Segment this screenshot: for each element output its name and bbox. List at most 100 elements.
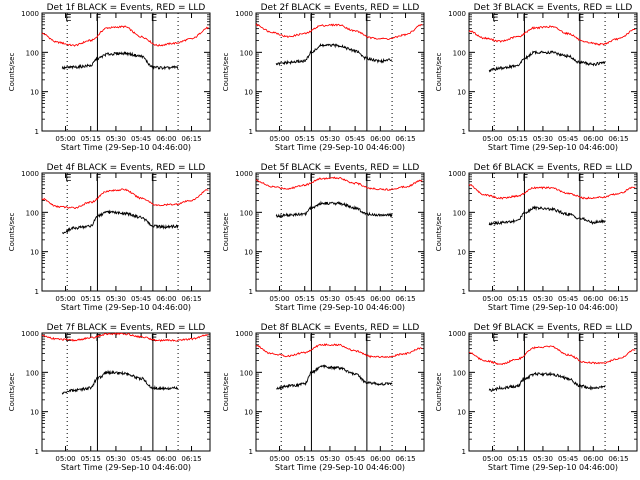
- plot-frame: [468, 332, 638, 452]
- chart-title: Det 9f BLACK = Events, RED = LLD: [474, 323, 633, 333]
- x-tick-label: 06:15: [181, 455, 201, 463]
- event-marker-label: E: [578, 13, 584, 24]
- y-axis-label: Counts/sec: [435, 373, 443, 412]
- x-tick-label: 05:00: [269, 295, 289, 303]
- x-tick-label: 05:00: [482, 295, 502, 303]
- x-tick-label: 05:30: [106, 295, 126, 303]
- y-tick-label: 10: [457, 409, 466, 417]
- plot-frame: [468, 172, 638, 292]
- y-tick-label: 1: [249, 448, 253, 456]
- x-tick-label: 05:15: [81, 455, 101, 463]
- plot-frame: [255, 332, 425, 452]
- y-tick-label: 1000: [21, 10, 39, 18]
- x-tick-label: 05:45: [345, 295, 365, 303]
- chart-title: Det 1f BLACK = Events, RED = LLD: [47, 3, 206, 13]
- x-tick-label: 05:45: [345, 135, 365, 143]
- chart-panel-1: Det 1f BLACK = Events, RED = LLD 1 10 100 10…: [8, 3, 211, 152]
- x-tick-label: 06:00: [370, 295, 390, 303]
- y-tick-label: 1: [249, 128, 253, 136]
- x-tick-label: 05:45: [131, 295, 151, 303]
- x-tick-label: 05:15: [508, 455, 528, 463]
- x-tick-label: 06:00: [156, 455, 176, 463]
- x-tick-label: 05:15: [508, 135, 528, 143]
- x-tick-label: 05:15: [295, 135, 315, 143]
- chart-title: Det 3f BLACK = Events, RED = LLD: [474, 3, 633, 13]
- chart-panel-4: Det 4f BLACK = Events, RED = LLD 1 10 100 10…: [8, 163, 211, 312]
- y-tick-label: 100: [240, 369, 253, 377]
- event-marker-label: F: [309, 333, 315, 344]
- y-tick-label: 10: [244, 249, 253, 257]
- series-line-events: [275, 364, 393, 391]
- event-marker-label: F: [95, 173, 101, 184]
- x-tick-label: 05:45: [345, 455, 365, 463]
- y-tick-label: 1: [462, 288, 466, 296]
- chart-title: Det 6f BLACK = Events, RED = LLD: [474, 163, 633, 173]
- x-axis-label: Start Time (29-Sep-10 04:46:00): [275, 143, 405, 152]
- event-marker-label: F: [95, 333, 101, 344]
- series-line-events: [488, 371, 606, 392]
- y-tick-label: 1000: [448, 330, 466, 338]
- y-tick-label: 1: [462, 128, 466, 136]
- x-tick-label: 05:00: [55, 455, 75, 463]
- x-tick-label: 05:45: [558, 295, 578, 303]
- plot-frame: [255, 12, 425, 132]
- series-line-lld: [468, 184, 636, 200]
- x-tick-label: 06:00: [156, 135, 176, 143]
- x-tick-label: 06:15: [181, 135, 201, 143]
- y-tick-label: 1: [35, 288, 39, 296]
- event-marker-label: E: [151, 13, 157, 24]
- y-axis-label: Counts/sec: [8, 373, 16, 412]
- y-axis-label: Counts/sec: [8, 53, 16, 92]
- x-tick-label: 05:30: [533, 295, 553, 303]
- chart-title: Det 4f BLACK = Events, RED = LLD: [47, 163, 206, 173]
- event-marker-label: E: [65, 333, 71, 344]
- x-tick-label: 06:00: [156, 295, 176, 303]
- x-tick-label: 06:15: [181, 295, 201, 303]
- event-marker-label: E: [65, 173, 71, 184]
- x-tick-label: 05:30: [106, 455, 126, 463]
- x-tick-label: 05:00: [269, 135, 289, 143]
- y-tick-label: 10: [244, 89, 253, 97]
- x-tick-label: 06:15: [395, 455, 415, 463]
- series-line-lld: [468, 25, 636, 46]
- event-marker-label: E: [578, 173, 584, 184]
- series-line-lld: [41, 188, 209, 210]
- series-line-events: [61, 51, 179, 71]
- series-line-lld: [468, 345, 636, 366]
- chart-panel-8: Det 8f BLACK = Events, RED = LLD 1 10 100 10…: [222, 323, 425, 472]
- x-tick-label: 05:00: [482, 135, 502, 143]
- y-tick-label: 1000: [448, 10, 466, 18]
- y-tick-label: 10: [30, 89, 39, 97]
- y-tick-label: 10: [30, 409, 39, 417]
- x-axis-label: Start Time (29-Sep-10 04:46:00): [488, 143, 618, 152]
- x-tick-label: 05:30: [533, 455, 553, 463]
- x-axis-label: Start Time (29-Sep-10 04:46:00): [275, 303, 405, 312]
- series-line-lld: [255, 23, 423, 41]
- y-tick-label: 10: [457, 249, 466, 257]
- x-tick-label: 05:00: [55, 135, 75, 143]
- event-marker-label: E: [65, 13, 71, 24]
- x-tick-label: 05:30: [320, 455, 340, 463]
- plot-frame: [468, 12, 638, 132]
- y-tick-label: 1: [35, 448, 39, 456]
- x-tick-label: 05:30: [106, 135, 126, 143]
- y-tick-label: 1000: [21, 330, 39, 338]
- x-tick-label: 06:00: [583, 135, 603, 143]
- y-tick-label: 1000: [21, 170, 39, 178]
- event-marker-label: E: [578, 333, 584, 344]
- series-line-events: [275, 42, 393, 67]
- x-tick-label: 05:15: [81, 295, 101, 303]
- series-line-events: [275, 200, 393, 219]
- event-marker-label: E: [492, 333, 498, 344]
- chart-panel-5: Det 5f BLACK = Events, RED = LLD 1 10 100 10…: [222, 163, 425, 312]
- x-tick-label: 05:30: [320, 135, 340, 143]
- plot-frame: [41, 332, 211, 452]
- event-marker-label: F: [522, 333, 528, 344]
- y-tick-label: 100: [240, 209, 253, 217]
- x-axis-label: Start Time (29-Sep-10 04:46:00): [488, 303, 618, 312]
- y-tick-label: 100: [453, 209, 466, 217]
- x-tick-label: 06:15: [608, 295, 628, 303]
- x-tick-label: 06:00: [583, 455, 603, 463]
- event-marker-label: E: [365, 333, 371, 344]
- event-marker-label: F: [95, 13, 101, 24]
